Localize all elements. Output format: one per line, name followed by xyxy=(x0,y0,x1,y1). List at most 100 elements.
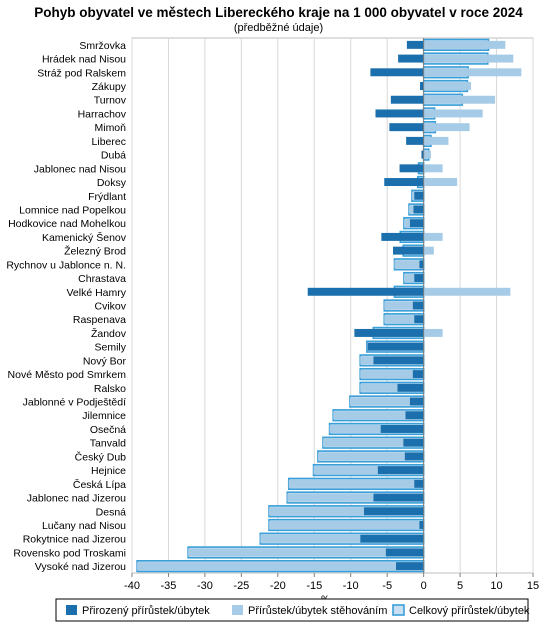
bar-natural xyxy=(406,136,424,145)
category-label: Jablonec nad Nisou xyxy=(34,163,126,175)
bar-natural xyxy=(395,562,424,571)
bar-migration xyxy=(423,136,449,145)
category-label: Doksy xyxy=(97,177,127,189)
bar-natural xyxy=(384,178,424,187)
x-tick-label: -40 xyxy=(124,580,140,592)
category-label: Chrastava xyxy=(78,273,126,285)
bar-migration xyxy=(423,40,506,49)
category-label: Stráž pod Ralskem xyxy=(37,67,126,79)
bar-natural xyxy=(307,287,424,296)
category-label: Raspenava xyxy=(73,314,126,326)
category-label: Jablonné v Podještědí xyxy=(23,397,126,409)
category-label: Rokytnice nad Jizerou xyxy=(23,534,126,546)
bar-migration xyxy=(423,246,434,255)
category-label: Český Dub xyxy=(75,450,127,463)
bar-natural xyxy=(414,479,424,488)
bar-migration xyxy=(423,150,431,159)
category-label: Mimoň xyxy=(94,122,126,134)
bar-natural xyxy=(419,521,424,529)
bar-natural xyxy=(385,548,424,557)
bar-natural xyxy=(412,301,424,310)
category-label: Rovensko pod Troskami xyxy=(13,547,126,559)
bar-migration xyxy=(288,479,415,488)
bar-natural xyxy=(397,383,424,392)
bar-natural xyxy=(419,82,424,90)
bar-migration xyxy=(349,397,410,406)
bar-natural xyxy=(370,68,424,77)
bar-natural xyxy=(403,438,424,447)
bar-migration xyxy=(403,219,410,228)
bar-natural xyxy=(373,493,424,502)
x-tick-label: -35 xyxy=(161,580,177,592)
category-label: Liberec xyxy=(92,136,126,148)
bar-natural xyxy=(389,123,424,132)
x-tick-label: -5 xyxy=(382,580,392,592)
category-label: Rychnov u Jablonce n. N. xyxy=(6,259,126,271)
category-label: Jablonec nad Jizerou xyxy=(27,493,126,505)
legend-natural-label: Přirozený přírůstek/úbytek xyxy=(82,605,210,617)
bar-natural xyxy=(363,507,424,516)
bar-natural xyxy=(360,534,424,543)
bar-migration xyxy=(188,548,386,557)
bar-natural xyxy=(354,328,424,337)
bar-natural xyxy=(375,109,424,118)
x-tick-label: -10 xyxy=(343,580,359,592)
bar-migration xyxy=(409,205,414,214)
category-label: Hodkovice nad Mohelkou xyxy=(8,218,126,230)
category-label: Lomnice nad Popelkou xyxy=(19,204,126,216)
bar-natural xyxy=(413,205,424,214)
bar-migration xyxy=(423,123,470,132)
bar-migration xyxy=(260,534,361,543)
x-tick-label: -30 xyxy=(197,580,213,592)
bar-natural xyxy=(409,397,424,406)
bar-migration xyxy=(323,438,404,447)
bar-migration xyxy=(423,287,511,296)
bar-natural xyxy=(414,274,424,283)
bar-natural xyxy=(409,219,424,228)
x-tick-label: 10 xyxy=(490,580,502,592)
category-label: Turnov xyxy=(94,95,127,107)
bar-migration xyxy=(423,109,483,118)
bar-natural xyxy=(390,95,424,104)
bar-migration xyxy=(360,383,398,392)
bar-natural xyxy=(404,452,424,461)
bar-natural xyxy=(405,411,424,420)
category-label: Semily xyxy=(94,342,126,354)
bar-migration xyxy=(384,301,413,310)
x-tick-label: 15 xyxy=(527,580,539,592)
category-label: Hrádek nad Nisou xyxy=(42,54,126,66)
bar-migration xyxy=(313,466,378,475)
category-label: Vysoké nad Jizerou xyxy=(35,561,126,573)
category-label: Hejnice xyxy=(91,465,126,477)
bar-migration xyxy=(329,424,381,433)
bar-migration xyxy=(423,328,443,337)
bar-migration xyxy=(411,191,415,200)
bar-migration xyxy=(423,178,458,187)
x-tick-label: -15 xyxy=(306,580,322,592)
bar-migration xyxy=(137,562,396,571)
chart-title: Pohyb obyvatel ve městech Libereckého kr… xyxy=(34,5,523,20)
legend-migration-label: Přírůstek/úbytek stěhováním xyxy=(248,605,387,617)
bar-natural xyxy=(399,164,424,173)
bar-migration xyxy=(269,507,364,516)
bar-migration xyxy=(360,356,374,365)
category-label: Jilemnice xyxy=(82,410,126,422)
bar-migration xyxy=(423,68,522,77)
legend-natural-swatch xyxy=(66,605,77,615)
bar-migration xyxy=(423,54,514,63)
category-label: Kamenický Šenov xyxy=(42,231,127,244)
category-label: Nový Bor xyxy=(83,355,127,367)
bar-natural xyxy=(398,54,424,63)
bar-natural xyxy=(381,232,424,241)
x-tick-label: 0 xyxy=(421,580,427,592)
bar-migration xyxy=(384,315,415,324)
x-tick-label: -20 xyxy=(270,580,286,592)
bar-migration xyxy=(287,493,374,502)
x-tick-label: 5 xyxy=(457,580,463,592)
legend-migration-swatch xyxy=(232,605,243,615)
bar-natural xyxy=(373,356,424,365)
bar-migration xyxy=(333,411,406,420)
bar-natural xyxy=(380,424,424,433)
